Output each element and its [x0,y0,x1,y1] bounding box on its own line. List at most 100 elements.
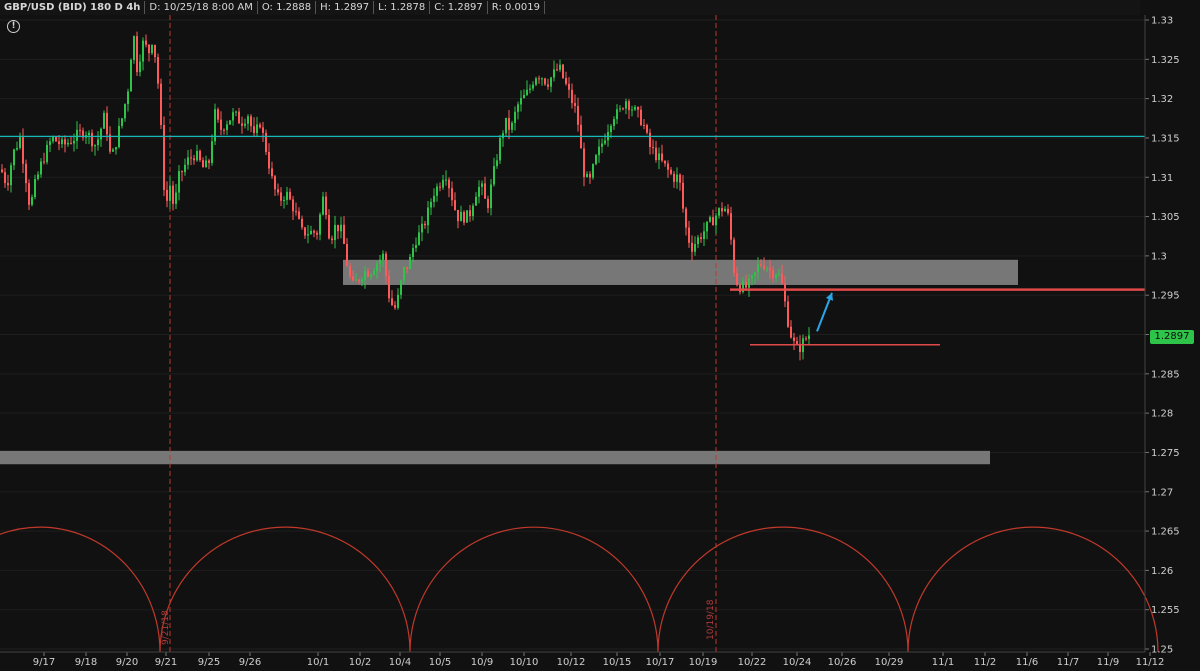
candle [667,160,669,178]
candle [724,206,726,212]
candle [247,114,249,131]
candle-body [760,264,762,266]
cycle-label-1: 9/21/18 [161,610,171,645]
candle-body [403,267,405,281]
candle [628,99,630,120]
candle [520,90,522,112]
candle-body [295,211,297,213]
candle [124,103,126,122]
candle-body [133,36,135,60]
candle [151,44,153,55]
candle [490,178,492,216]
symbol-title[interactable]: GBP/USD (BID) 180 D 4h [0,1,146,14]
candle [223,128,225,135]
candle-body [370,274,372,277]
candle-body [382,253,384,260]
candle-body [538,78,540,80]
candle [448,177,450,198]
horizontal-lines[interactable] [0,135,1145,346]
candle [268,143,270,175]
candle-body [247,116,249,124]
candle [457,209,459,229]
candle [643,118,645,130]
candle-body [661,153,663,161]
candle [781,264,783,285]
candle [769,259,771,280]
candle-body [418,232,420,245]
candle-body [121,118,123,126]
candle [64,135,66,153]
candle [751,274,753,286]
candle [16,141,18,151]
x-tick-label: 11/6 [1016,657,1038,668]
candle-body [667,163,669,170]
candle-body [550,77,552,87]
candle [325,191,327,220]
candle-body [25,163,27,184]
candle [493,157,495,187]
candle-body [625,101,627,109]
candle [307,224,309,244]
candle-body [691,242,693,252]
candle-body [325,196,327,215]
candle [103,110,105,129]
candle-body [499,138,501,161]
candle [430,198,432,215]
candle [676,167,678,189]
candle [496,154,498,169]
candle-body [415,244,417,249]
candle-body [565,77,567,84]
candle-body [430,201,432,208]
alert-icon[interactable]: ! [7,20,20,33]
candle-body [589,173,591,178]
candle-body [655,147,657,161]
candle-body [751,275,753,279]
y-tick-label: 1.265 [1151,527,1180,538]
candle [598,139,600,163]
candle-body [766,268,768,270]
candle-body [544,78,546,85]
candle-body [268,151,270,169]
candle [397,288,399,310]
candle [13,148,15,170]
candle-body [376,263,378,272]
candle-body [397,294,399,308]
candle-body [13,149,15,166]
candle [106,106,108,142]
candle [613,116,615,130]
candle [559,59,561,73]
plot-area[interactable] [0,15,1145,652]
candle [160,78,162,129]
candle [796,336,798,345]
candle-body [442,179,444,188]
candle [553,60,555,82]
candle [373,268,375,276]
candle-body [670,169,672,174]
candle [658,147,660,170]
arrow-annotation[interactable] [816,292,834,332]
candle-body [556,69,558,71]
candle-body [64,139,66,145]
candle-body [175,192,177,204]
candle-body [733,239,735,273]
candle [91,129,93,152]
candle [31,194,33,207]
candle-body [250,116,252,127]
y-tick-label: 1.305 [1151,212,1180,223]
candle-body [202,160,204,168]
grid-lines [0,19,1145,650]
candle [289,188,291,201]
candle [475,192,477,206]
y-tick-label: 1.325 [1151,55,1180,66]
candle [1,164,3,174]
candle-body [481,183,483,187]
candle [70,135,72,145]
candle [364,266,366,289]
y-tick-label: 1.315 [1151,133,1180,144]
x-tick-label: 10/12 [557,657,586,668]
candle-body [241,123,243,126]
candle-body [562,64,564,78]
candle-body [568,83,570,90]
candle [121,117,123,129]
